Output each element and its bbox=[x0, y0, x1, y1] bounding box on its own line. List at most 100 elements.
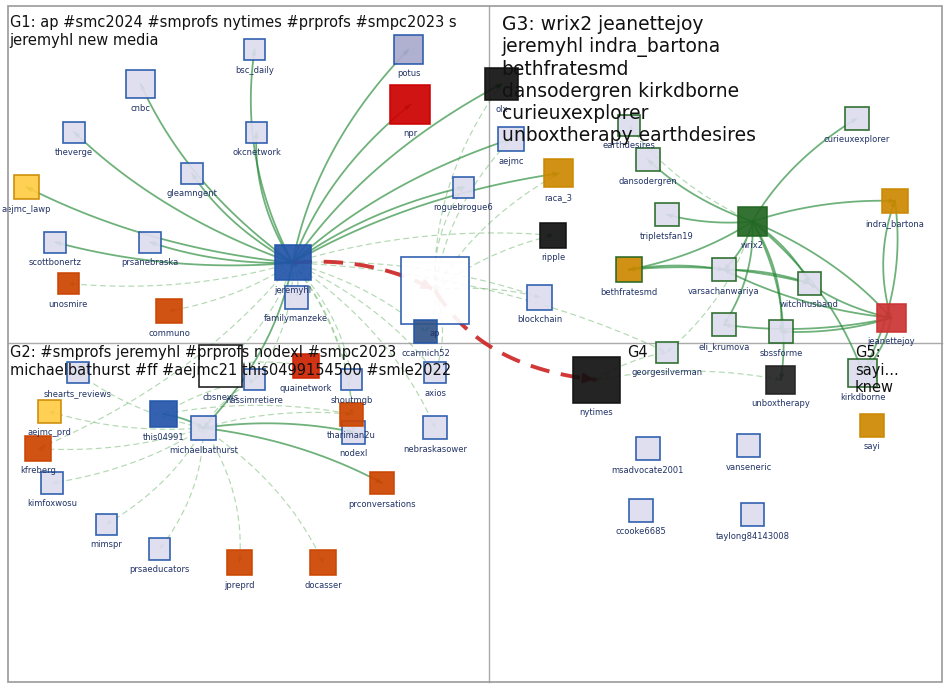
FancyBboxPatch shape bbox=[573, 357, 620, 402]
Text: kimfoxwosu: kimfoxwosu bbox=[28, 499, 77, 508]
Text: eli_krumova: eli_krumova bbox=[698, 342, 750, 351]
FancyBboxPatch shape bbox=[244, 39, 265, 60]
FancyBboxPatch shape bbox=[394, 35, 423, 64]
FancyBboxPatch shape bbox=[485, 68, 518, 100]
Text: jeanettejoy: jeanettejoy bbox=[867, 338, 915, 347]
FancyBboxPatch shape bbox=[38, 400, 61, 423]
Text: dansodergren: dansodergren bbox=[618, 177, 677, 186]
Text: tripletsfan19: tripletsfan19 bbox=[640, 232, 694, 241]
FancyBboxPatch shape bbox=[285, 286, 308, 309]
Text: npr: npr bbox=[403, 129, 417, 138]
FancyBboxPatch shape bbox=[340, 402, 363, 426]
FancyBboxPatch shape bbox=[191, 416, 216, 440]
FancyBboxPatch shape bbox=[150, 401, 177, 427]
Text: roguebrogue6: roguebrogue6 bbox=[434, 203, 493, 212]
FancyBboxPatch shape bbox=[617, 257, 641, 282]
Text: G3: wrix2 jeanettejoy
jeremyhl indra_bartona
bethfratesmd
dansodergren kirkdborn: G3: wrix2 jeanettejoy jeremyhl indra_bar… bbox=[502, 15, 755, 145]
Text: shoutmgb: shoutmgb bbox=[331, 396, 372, 405]
FancyBboxPatch shape bbox=[342, 420, 365, 444]
Text: aejmc_lawp: aejmc_lawp bbox=[2, 205, 51, 214]
FancyBboxPatch shape bbox=[199, 345, 242, 387]
Text: quainetwork: quainetwork bbox=[279, 384, 332, 393]
Text: varsachanwariya: varsachanwariya bbox=[688, 287, 760, 296]
FancyBboxPatch shape bbox=[846, 107, 868, 130]
Text: sbssforme: sbssforme bbox=[759, 349, 803, 358]
Text: curieuxexplorer: curieuxexplorer bbox=[824, 136, 890, 144]
Text: shearts_reviews: shearts_reviews bbox=[44, 389, 112, 398]
Text: vanseneric: vanseneric bbox=[726, 463, 771, 472]
Text: unosmire: unosmire bbox=[48, 299, 88, 308]
FancyBboxPatch shape bbox=[425, 363, 446, 383]
Text: nytimes: nytimes bbox=[580, 408, 614, 417]
Text: jpreprd: jpreprd bbox=[224, 581, 255, 590]
Text: earthdesires: earthdesires bbox=[602, 141, 655, 150]
FancyBboxPatch shape bbox=[149, 539, 170, 559]
FancyBboxPatch shape bbox=[401, 257, 469, 324]
FancyBboxPatch shape bbox=[656, 342, 677, 363]
Text: this04991: this04991 bbox=[142, 433, 184, 442]
FancyBboxPatch shape bbox=[246, 122, 267, 142]
Text: G4: G4 bbox=[627, 345, 648, 361]
FancyBboxPatch shape bbox=[126, 69, 155, 98]
FancyBboxPatch shape bbox=[341, 369, 362, 390]
FancyBboxPatch shape bbox=[656, 203, 678, 226]
Text: communo: communo bbox=[148, 329, 190, 338]
Text: ripple: ripple bbox=[541, 253, 565, 262]
FancyBboxPatch shape bbox=[712, 258, 735, 281]
FancyBboxPatch shape bbox=[737, 434, 760, 458]
FancyBboxPatch shape bbox=[244, 369, 265, 390]
FancyBboxPatch shape bbox=[294, 354, 318, 378]
FancyBboxPatch shape bbox=[42, 473, 63, 493]
FancyBboxPatch shape bbox=[861, 413, 884, 437]
Text: witchhusband: witchhusband bbox=[780, 301, 839, 310]
FancyBboxPatch shape bbox=[157, 299, 181, 323]
Text: okcnetwork: okcnetwork bbox=[232, 148, 281, 157]
Text: axios: axios bbox=[424, 389, 446, 398]
FancyBboxPatch shape bbox=[636, 148, 659, 171]
Text: bsc_daily: bsc_daily bbox=[236, 65, 274, 74]
Text: michaelbathurst: michaelbathurst bbox=[169, 446, 238, 455]
Text: thariman2u: thariman2u bbox=[327, 431, 376, 440]
Text: olx: olx bbox=[495, 105, 508, 114]
FancyBboxPatch shape bbox=[311, 550, 335, 575]
Text: msadvocate2001: msadvocate2001 bbox=[612, 466, 684, 475]
FancyBboxPatch shape bbox=[64, 122, 85, 142]
FancyBboxPatch shape bbox=[275, 245, 311, 281]
Text: sayi: sayi bbox=[864, 442, 881, 451]
Text: G2: #smprofs jeremyhl #prprofs nodexl #smpc2023
michaelbathurst #ff #aejmc21 thi: G2: #smprofs jeremyhl #prprofs nodexl #s… bbox=[10, 345, 450, 378]
FancyBboxPatch shape bbox=[527, 285, 552, 310]
FancyBboxPatch shape bbox=[390, 85, 430, 124]
Text: indra_bartona: indra_bartona bbox=[865, 219, 924, 228]
FancyBboxPatch shape bbox=[770, 320, 792, 343]
FancyBboxPatch shape bbox=[636, 437, 659, 460]
FancyBboxPatch shape bbox=[414, 320, 437, 343]
Text: G1: ap #smc2024 #smprofs nytimes #prprofs #smpc2023 s
jeremyhl new media: G1: ap #smc2024 #smprofs nytimes #prprof… bbox=[10, 15, 456, 47]
FancyBboxPatch shape bbox=[45, 232, 66, 252]
Text: prsanebraska: prsanebraska bbox=[122, 258, 179, 267]
Text: aejmc: aejmc bbox=[499, 157, 523, 166]
FancyBboxPatch shape bbox=[499, 127, 523, 151]
Text: scottbonertz: scottbonertz bbox=[28, 258, 82, 267]
FancyBboxPatch shape bbox=[883, 189, 907, 213]
FancyBboxPatch shape bbox=[140, 232, 161, 252]
Text: wrix2: wrix2 bbox=[741, 241, 764, 250]
Text: ccarmich52: ccarmich52 bbox=[401, 349, 450, 358]
FancyBboxPatch shape bbox=[712, 313, 735, 336]
FancyBboxPatch shape bbox=[741, 503, 764, 526]
FancyBboxPatch shape bbox=[877, 303, 905, 332]
FancyBboxPatch shape bbox=[798, 272, 821, 295]
Text: G5:
sayi...
knew: G5: sayi... knew bbox=[855, 345, 899, 395]
FancyBboxPatch shape bbox=[58, 273, 79, 294]
Text: georgesilverman: georgesilverman bbox=[632, 368, 702, 377]
Text: theverge: theverge bbox=[55, 148, 93, 157]
FancyBboxPatch shape bbox=[541, 223, 565, 248]
Text: potus: potus bbox=[397, 69, 420, 78]
FancyBboxPatch shape bbox=[767, 365, 795, 394]
FancyBboxPatch shape bbox=[26, 436, 50, 461]
Text: blockchain: blockchain bbox=[517, 315, 562, 324]
FancyBboxPatch shape bbox=[618, 115, 639, 136]
FancyBboxPatch shape bbox=[96, 514, 117, 535]
FancyBboxPatch shape bbox=[544, 159, 573, 188]
FancyBboxPatch shape bbox=[848, 358, 877, 387]
Text: mimspr: mimspr bbox=[90, 540, 123, 549]
